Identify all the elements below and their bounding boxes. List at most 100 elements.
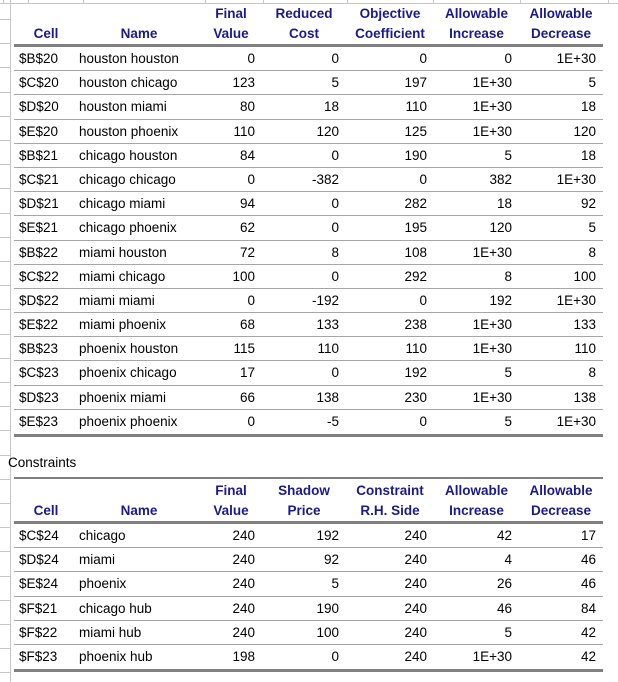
shadow-price-cell[interactable]: 100 [316,624,339,640]
allowable-decrease-group-header[interactable]: Allowable [529,6,593,21]
name-cell[interactable]: houston houston [79,51,179,66]
cell-reference-cell[interactable]: $C$22 [19,268,59,284]
allowable-decrease-cell[interactable]: 5 [588,75,596,91]
reduced-cost-cell[interactable]: -192 [311,292,339,308]
final-value-cell[interactable]: 240 [232,600,255,616]
name-header[interactable]: Name [120,503,158,518]
reduced-cost-cell[interactable]: 5 [331,75,339,91]
allowable-increase-cell[interactable]: 1E+30 [472,75,512,91]
reduced-cost-cell[interactable]: -5 [326,413,339,429]
cell-reference-cell[interactable]: $C$21 [19,171,59,187]
allowable-decrease-cell[interactable]: 120 [573,123,596,139]
final-value-cell[interactable]: 94 [239,196,255,212]
reduced-cost-cell[interactable]: 18 [323,99,339,115]
constraint-rhs-cell[interactable]: 240 [404,528,427,543]
cell-reference-header[interactable]: Cell [33,26,59,41]
allowable-decrease-cell[interactable]: 1E+30 [556,292,596,308]
cell-reference-cell[interactable]: $B$22 [19,244,59,260]
objective-coefficient-cell[interactable]: 292 [404,268,427,284]
allowable-decrease-cell[interactable]: 84 [580,600,596,616]
shadow-price-cell[interactable]: 92 [323,552,339,568]
name-cell[interactable]: chicago [79,528,126,543]
reduced-cost-cell[interactable]: 0 [331,220,339,236]
cell-reference-cell[interactable]: $D$20 [19,99,59,115]
allowable-increase-cell[interactable]: 5 [504,365,512,381]
constraint-rhs-cell[interactable]: 240 [404,648,427,664]
allowable-increase-cell[interactable]: 0 [504,51,512,66]
objective-coefficient-cell[interactable]: 108 [404,244,427,260]
reduced-cost-cell[interactable]: 133 [316,317,339,333]
cell-reference-cell[interactable]: $C$24 [19,528,59,543]
name-cell[interactable]: houston phoenix [79,123,179,139]
name-cell[interactable]: phoenix houston [79,341,179,357]
reduced-cost-group-header[interactable]: Reduced [275,6,333,21]
name-header[interactable]: Name [120,26,158,41]
reduced-cost-cell[interactable]: 8 [331,244,339,260]
reduced-cost-header[interactable]: Cost [289,26,319,41]
final-value-cell[interactable]: 198 [232,648,255,664]
allowable-decrease-cell[interactable]: 46 [580,576,596,592]
final-value-cell[interactable]: 80 [239,99,255,115]
final-value-cell[interactable]: 240 [232,552,255,568]
final-value-cell[interactable]: 100 [232,268,255,284]
allowable-decrease-cell[interactable]: 92 [580,196,596,212]
objective-coefficient-cell[interactable]: 197 [404,75,427,91]
name-cell[interactable]: miami houston [79,244,167,260]
name-cell[interactable]: chicago phoenix [79,220,177,236]
shadow-price-header[interactable]: Price [287,503,321,518]
allowable-decrease-cell[interactable]: 1E+30 [556,171,596,187]
objective-coefficient-cell[interactable]: 230 [404,389,427,405]
name-cell[interactable]: houston miami [79,99,167,115]
allowable-increase-cell[interactable]: 42 [496,528,512,543]
name-cell[interactable]: chicago houston [79,147,178,163]
cell-reference-cell[interactable]: $B$20 [19,51,59,66]
shadow-price-cell[interactable]: 5 [331,576,339,592]
objective-coefficient-cell[interactable]: 0 [419,413,427,429]
objective-coefficient-cell[interactable]: 238 [404,317,427,333]
allowable-decrease-group-header[interactable]: Allowable [529,483,593,498]
objective-coefficient-cell[interactable]: 125 [404,123,427,139]
name-cell[interactable]: miami miami [79,292,155,308]
final-value-cell[interactable]: 72 [239,244,255,260]
constraint-rhs-cell[interactable]: 240 [404,600,427,616]
final-value-cell[interactable]: 240 [232,624,255,640]
final-value-cell[interactable]: 66 [239,389,255,405]
final-value-cell[interactable]: 115 [233,341,255,357]
final-value-cell[interactable]: 0 [247,292,255,308]
cell-reference-cell[interactable]: $E$22 [19,317,59,333]
reduced-cost-cell[interactable]: -382 [311,171,339,187]
objective-coefficient-cell[interactable]: 282 [404,196,427,212]
allowable-decrease-cell[interactable]: 17 [580,528,596,543]
final-value-cell[interactable]: 17 [239,365,255,381]
objective-coefficient-cell[interactable]: 190 [404,147,427,163]
name-cell[interactable]: chicago miami [79,196,166,212]
cell-reference-cell[interactable]: $E$24 [19,576,59,592]
final-value-cell[interactable]: 0 [247,413,255,429]
allowable-increase-cell[interactable]: 4 [504,552,512,568]
objective-coefficient-cell[interactable]: 110 [405,341,427,357]
reduced-cost-cell[interactable]: 110 [317,341,339,357]
name-cell[interactable]: miami phoenix [79,317,167,333]
allowable-increase-cell[interactable]: 120 [489,220,512,236]
name-cell[interactable]: chicago hub [79,600,152,616]
cell-reference-cell[interactable]: $E$23 [19,413,59,429]
final-value-cell[interactable]: 110 [233,123,255,139]
name-cell[interactable]: miami [79,552,115,568]
allowable-decrease-cell[interactable]: 18 [580,147,596,163]
allowable-increase-cell[interactable]: 382 [489,171,512,187]
allowable-decrease-cell[interactable]: 42 [580,624,596,640]
objective-coefficient-cell[interactable]: 192 [404,365,427,381]
reduced-cost-cell[interactable]: 0 [331,51,339,66]
final-value-cell[interactable]: 68 [239,317,255,333]
objective-coefficient-cell[interactable]: 0 [419,171,427,187]
constraint-rhs-group-header[interactable]: Constraint [356,483,424,498]
objective-coefficient-group-header[interactable]: Objective [359,6,421,21]
allowable-increase-cell[interactable]: 46 [496,600,512,616]
final-value-cell[interactable]: 0 [247,171,255,187]
objective-coefficient-cell[interactable]: 195 [404,220,427,236]
allowable-decrease-cell[interactable]: 8 [588,365,596,381]
cell-reference-cell[interactable]: $B$23 [19,341,59,357]
allowable-decrease-cell[interactable]: 5 [588,220,596,236]
reduced-cost-cell[interactable]: 0 [331,196,339,212]
allowable-decrease-header[interactable]: Decrease [530,503,592,518]
